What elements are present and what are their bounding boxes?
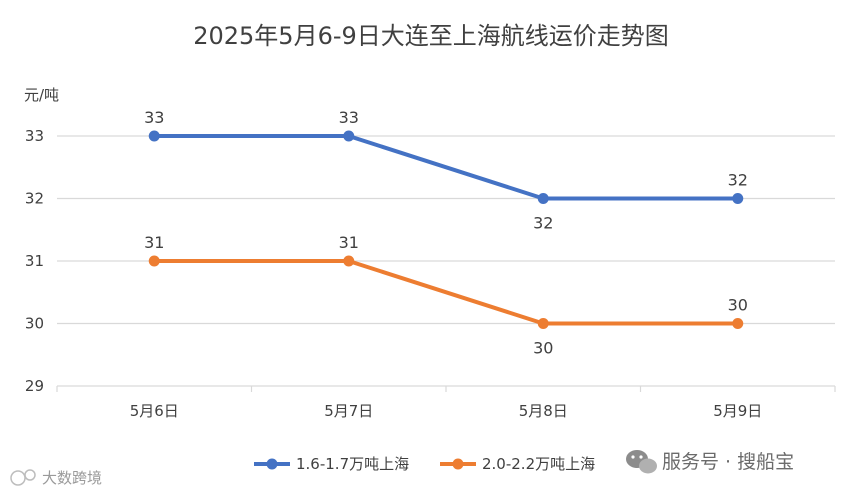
- x-tick-label: 5月6日: [130, 402, 179, 420]
- watermark-right: 服务号 · 搜船宝: [626, 450, 794, 474]
- data-label: 33: [339, 108, 359, 127]
- legend-label: 1.6-1.7万吨上海: [296, 455, 409, 473]
- data-labels: 33 33 32 32 31 31 30 30: [144, 108, 748, 358]
- y-tick-label: 29: [25, 377, 44, 395]
- x-tick-label: 5月8日: [519, 402, 568, 420]
- series-line-2: [152, 259, 740, 326]
- x-tick-label: 5月9日: [713, 402, 762, 420]
- y-axis-unit-label: 元/吨: [24, 86, 59, 104]
- legend: 1.6-1.7万吨上海 2.0-2.2万吨上海: [254, 455, 595, 473]
- watermark-right-text: 服务号 · 搜船宝: [662, 451, 794, 473]
- series-2-point: [732, 318, 744, 329]
- data-label: 33: [144, 108, 164, 127]
- y-tick-label: 30: [25, 315, 44, 333]
- data-label: 31: [339, 233, 359, 252]
- watermark-left-text: 大数跨境: [42, 469, 102, 487]
- data-label: 32: [533, 214, 553, 233]
- watermark-left: 大数跨境: [10, 469, 102, 487]
- data-label: 30: [533, 339, 553, 358]
- data-label: 31: [144, 233, 164, 252]
- y-tick-label: 31: [25, 252, 44, 270]
- x-tick-label: 5月7日: [324, 402, 373, 420]
- series-2-point: [537, 318, 549, 329]
- y-tick-label: 33: [25, 127, 44, 145]
- y-axis-ticks: 29 30 31 32 33: [25, 127, 44, 395]
- series-2-point: [343, 255, 355, 267]
- series-1-point: [732, 193, 744, 204]
- series-layer: [148, 130, 744, 329]
- data-label: 30: [728, 296, 748, 315]
- series-2-point: [148, 255, 160, 267]
- series-1-point: [148, 130, 160, 142]
- legend-label: 2.0-2.2万吨上海: [482, 455, 595, 473]
- series-line-1: [152, 134, 740, 201]
- data-label: 32: [728, 171, 748, 190]
- legend-swatch-marker: [452, 458, 464, 470]
- chart-title-group: 2025年5月6-9日大连至上海航线运价走势图: [193, 22, 669, 50]
- legend-swatch-marker: [266, 458, 278, 470]
- wechat-icon: [626, 450, 657, 474]
- legend-item-1[interactable]: 1.6-1.7万吨上海: [254, 455, 409, 473]
- legend-item-2[interactable]: 2.0-2.2万吨上海: [440, 455, 595, 473]
- x-axis-ticks: 5月6日 5月7日 5月8日 5月9日: [56, 386, 836, 420]
- watermark-logo-icon-inner: [24, 469, 36, 481]
- chart-title: 2025年5月6-9日大连至上海航线运价走势图: [193, 22, 669, 50]
- watermark-logo-icon: [10, 470, 26, 486]
- y-tick-label: 32: [25, 190, 44, 208]
- series-1-point: [537, 193, 549, 204]
- series-1-point: [343, 130, 355, 142]
